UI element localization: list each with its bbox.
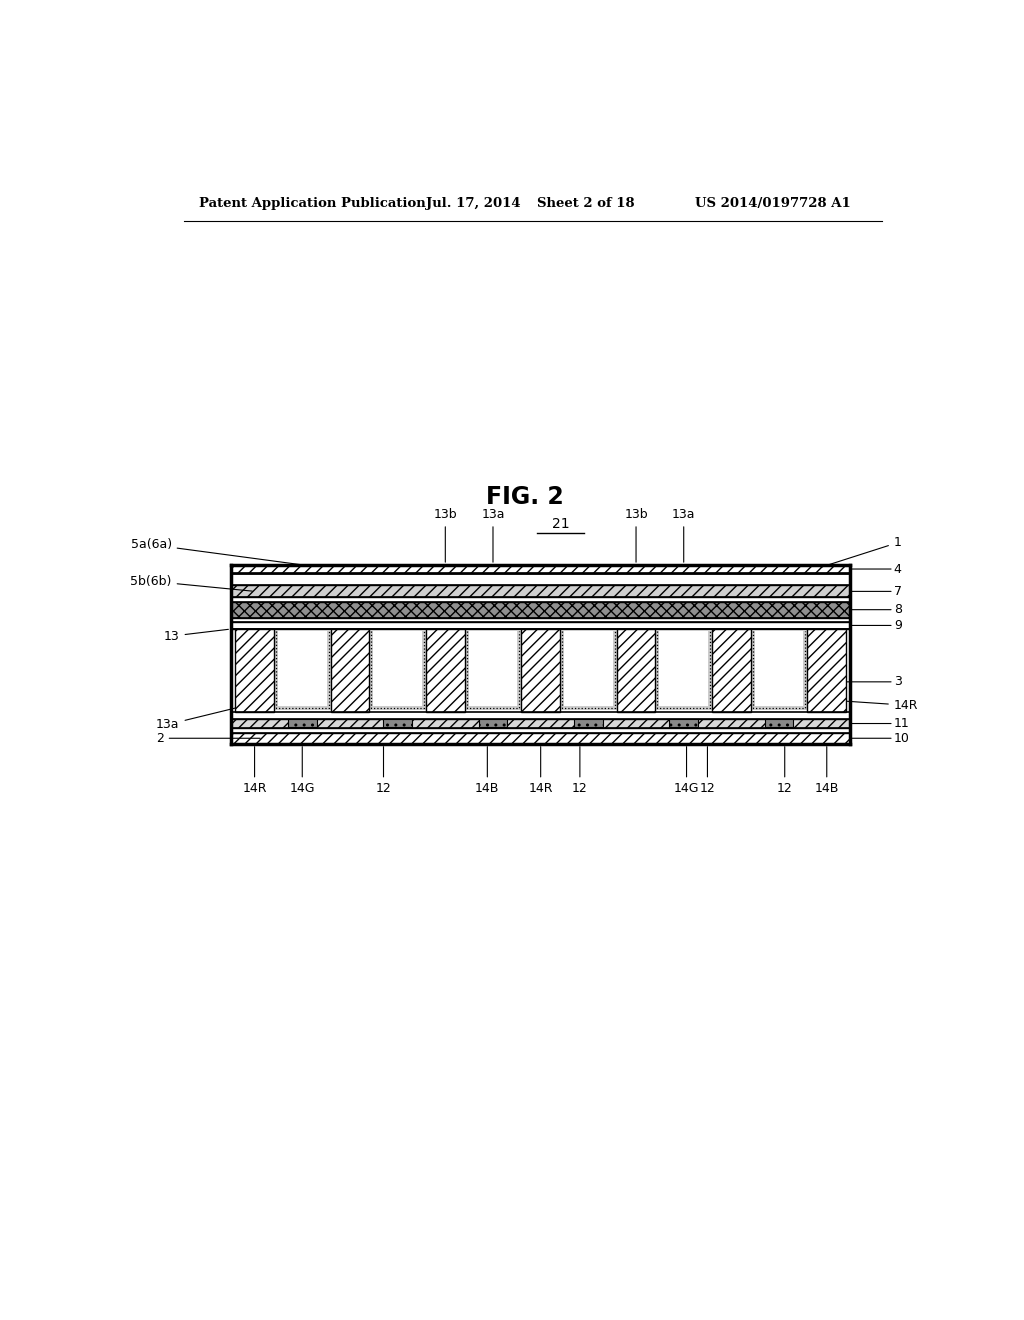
Text: 14B: 14B [814, 747, 839, 796]
Bar [288, 719, 316, 726]
Text: 4: 4 [850, 562, 902, 576]
Text: 2: 2 [156, 731, 260, 744]
Bar [560, 631, 564, 709]
Text: 14R: 14R [834, 698, 919, 711]
Bar [655, 631, 659, 709]
Bar [274, 631, 278, 709]
Bar [751, 631, 755, 709]
Bar [331, 630, 370, 713]
Bar [517, 631, 521, 709]
Text: Sheet 2 of 18: Sheet 2 of 18 [537, 197, 634, 210]
Bar [231, 602, 850, 618]
Text: 13a: 13a [156, 705, 248, 731]
Bar [231, 565, 850, 573]
Text: 8: 8 [850, 603, 902, 616]
Bar [383, 719, 412, 726]
Text: 13b: 13b [625, 508, 648, 562]
Text: 7: 7 [850, 585, 902, 598]
Text: 14R: 14R [243, 747, 267, 796]
Bar [465, 631, 469, 709]
Bar [370, 706, 426, 710]
Text: 12: 12 [777, 747, 793, 796]
Text: 13b: 13b [433, 508, 457, 562]
Bar [670, 719, 698, 726]
Text: 1: 1 [821, 536, 902, 568]
Bar [231, 630, 850, 713]
Text: Patent Application Publication: Patent Application Publication [200, 197, 426, 210]
Text: Jul. 17, 2014: Jul. 17, 2014 [426, 197, 520, 210]
Bar [478, 719, 507, 726]
Bar [426, 630, 465, 713]
Bar [574, 719, 603, 726]
Bar [751, 706, 807, 710]
Text: FIG. 2: FIG. 2 [486, 484, 563, 510]
Bar [231, 585, 850, 598]
Bar [236, 630, 274, 713]
Bar [327, 631, 331, 709]
Bar [616, 630, 655, 713]
Bar [655, 706, 712, 710]
Bar [765, 719, 794, 726]
Bar [231, 719, 850, 727]
Text: 13a: 13a [481, 508, 505, 562]
Bar [422, 631, 426, 709]
Text: 12: 12 [376, 747, 391, 796]
Text: 14R: 14R [528, 747, 553, 796]
Text: 14G: 14G [674, 747, 699, 796]
Text: US 2014/0197728 A1: US 2014/0197728 A1 [695, 197, 851, 210]
Bar [712, 630, 751, 713]
Bar [231, 622, 850, 630]
Bar [612, 631, 616, 709]
Bar [807, 630, 846, 713]
Text: 10: 10 [850, 731, 909, 744]
Text: 9: 9 [850, 619, 902, 632]
Text: 14G: 14G [290, 747, 315, 796]
Text: 3: 3 [842, 676, 902, 688]
Text: 11: 11 [850, 717, 909, 730]
Bar [370, 631, 374, 709]
Text: 5b(6b): 5b(6b) [130, 574, 252, 591]
Bar [708, 631, 712, 709]
Text: 12: 12 [572, 747, 588, 796]
Text: 21: 21 [552, 517, 569, 532]
Bar [231, 733, 850, 744]
Bar [274, 706, 331, 710]
Text: 14B: 14B [475, 747, 500, 796]
Bar [560, 706, 616, 710]
Text: 13a: 13a [672, 508, 695, 562]
Bar [804, 631, 807, 709]
Text: 13: 13 [164, 630, 228, 643]
Text: 12: 12 [699, 747, 716, 796]
Bar [465, 706, 521, 710]
Bar [231, 565, 850, 573]
Bar [521, 630, 560, 713]
Text: 5a(6a): 5a(6a) [130, 539, 308, 565]
